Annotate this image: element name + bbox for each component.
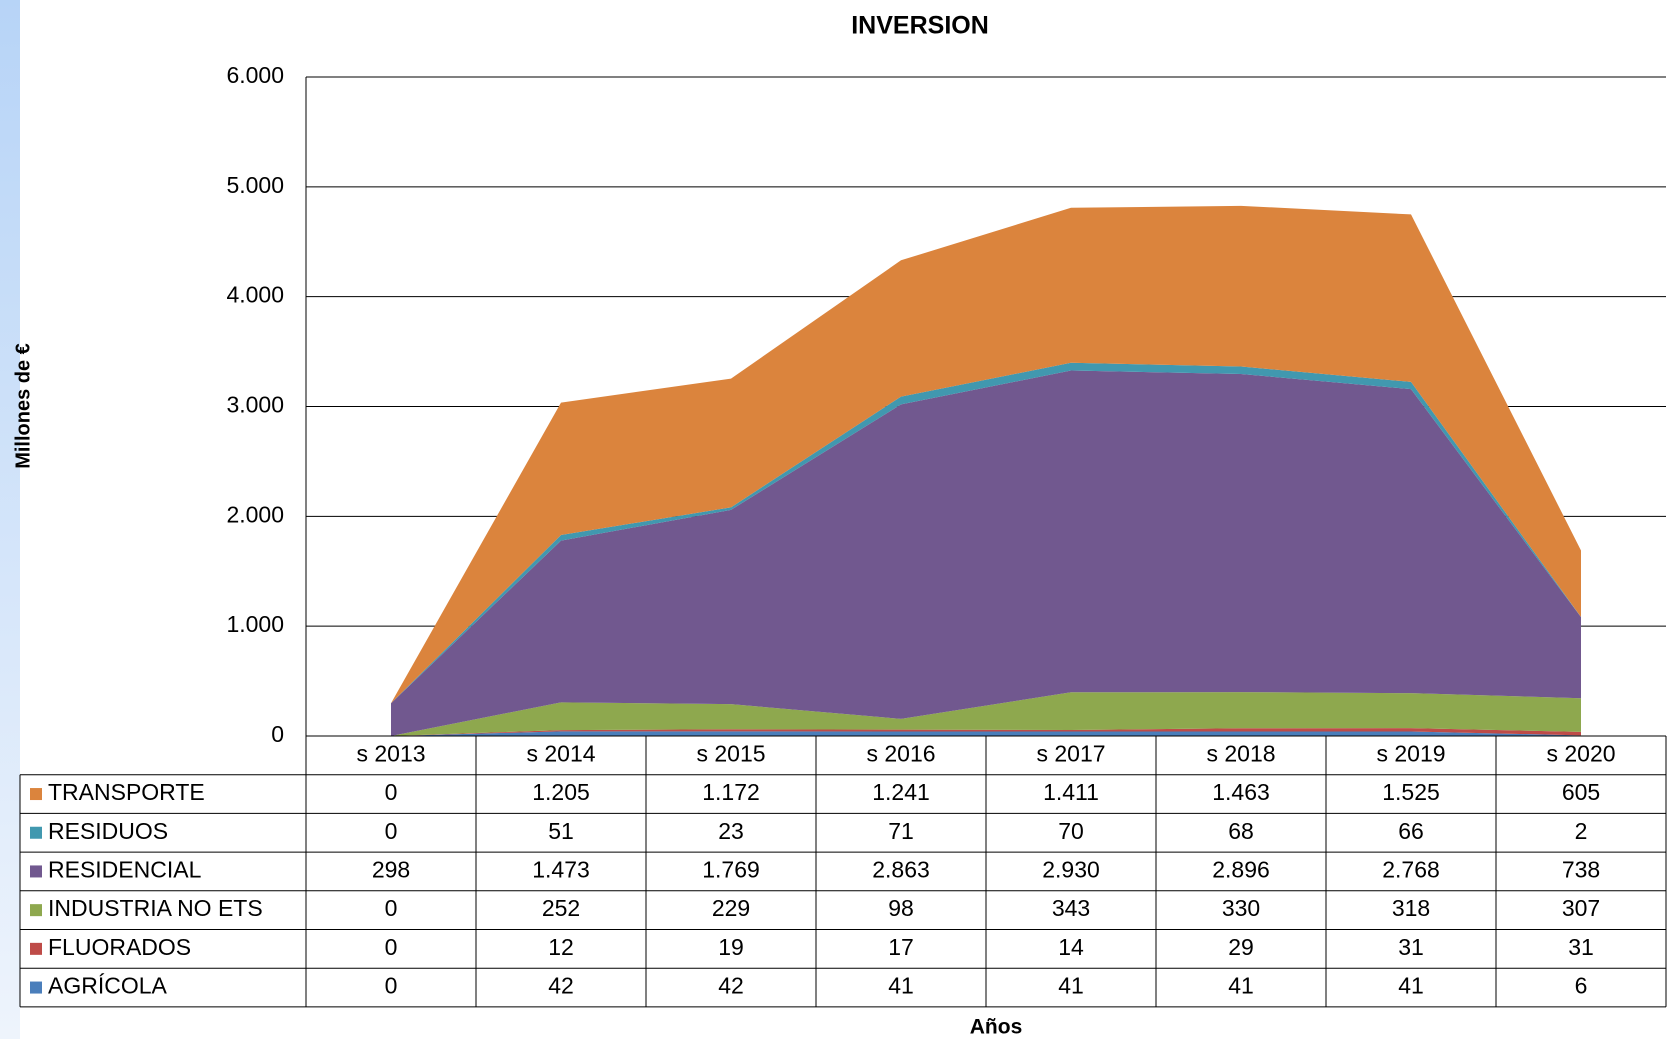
- table-cell: 738: [1562, 857, 1600, 883]
- chart-title: INVERSION: [851, 12, 989, 40]
- table-cell: 1.463: [1212, 779, 1270, 805]
- area: [391, 692, 1581, 736]
- table-cell: 2.863: [872, 857, 930, 883]
- table-cell: 42: [548, 973, 574, 999]
- table-cell: 229: [712, 895, 750, 921]
- table-cell: 23: [718, 818, 744, 844]
- table-cell: 42: [718, 973, 744, 999]
- table-cell: 68: [1228, 818, 1254, 844]
- legend-swatch: [30, 981, 42, 994]
- x-tick-label: s 2019: [1376, 740, 1445, 766]
- table-cell: 605: [1562, 779, 1600, 805]
- table-cell: 0: [385, 934, 398, 960]
- table-cell: 98: [888, 895, 914, 921]
- table-cell: 1.172: [702, 779, 760, 805]
- table-cell: 51: [548, 818, 574, 844]
- area: [391, 728, 1581, 736]
- y-tick-label: 6.000: [226, 62, 284, 88]
- legend-swatch: [30, 904, 42, 917]
- legend-label: RESIDUOS: [48, 818, 168, 844]
- y-tick-label: 4.000: [226, 282, 284, 308]
- table-cell: 41: [1228, 973, 1254, 999]
- table-cell: 1.205: [532, 779, 590, 805]
- x-tick-label: s 2017: [1036, 740, 1105, 766]
- table-cell: 307: [1562, 895, 1600, 921]
- y-tick-label: 5.000: [226, 172, 284, 198]
- x-tick-label: s 2013: [356, 740, 425, 766]
- x-tick-label: s 2020: [1546, 740, 1615, 766]
- y-axis-label: Millones de €: [12, 343, 34, 469]
- x-tick-label: s 2016: [866, 740, 935, 766]
- table-cell: 343: [1052, 895, 1090, 921]
- table-cell: 31: [1568, 934, 1594, 960]
- table-cell: 41: [888, 973, 914, 999]
- table-cell: 19: [718, 934, 744, 960]
- area: [391, 205, 1581, 704]
- table-cell: 0: [385, 779, 398, 805]
- table-cell: 71: [888, 818, 914, 844]
- table-cell: 252: [542, 895, 580, 921]
- x-axis-label: Años: [970, 1016, 1023, 1039]
- table-cell: 0: [385, 895, 398, 921]
- table-cell: 6: [1575, 973, 1588, 999]
- table-cell: 14: [1058, 934, 1084, 960]
- legend-swatch: [30, 826, 42, 839]
- table-cell: 17: [888, 934, 914, 960]
- table-cell: 70: [1058, 818, 1084, 844]
- side-strip: [0, 0, 20, 1039]
- legend-swatch: [30, 865, 42, 878]
- table-cell: 0: [385, 973, 398, 999]
- x-tick-label: s 2014: [526, 740, 595, 766]
- table-cell: 12: [548, 934, 574, 960]
- legend-label: TRANSPORTE: [48, 779, 205, 805]
- table-cell: 2.896: [1212, 857, 1270, 883]
- area: [391, 731, 1581, 736]
- table-cell: 41: [1058, 973, 1084, 999]
- table-cell: 1.241: [872, 779, 930, 805]
- x-tick-label: s 2018: [1206, 740, 1275, 766]
- y-tick-label: 1.000: [226, 611, 284, 637]
- y-tick-label: 3.000: [226, 392, 284, 418]
- legend-label: RESIDENCIAL: [48, 857, 202, 883]
- table-cell: 41: [1398, 973, 1424, 999]
- table-cell: 318: [1392, 895, 1430, 921]
- table-cell: 1.411: [1043, 779, 1099, 805]
- legend-label: FLUORADOS: [48, 934, 191, 960]
- table-cell: 330: [1222, 895, 1260, 921]
- table-cell: 2: [1575, 818, 1588, 844]
- table-cell: 298: [372, 857, 410, 883]
- y-tick-label: 0: [271, 721, 284, 747]
- x-tick-label: s 2015: [696, 740, 765, 766]
- table-cell: 1.525: [1382, 779, 1440, 805]
- legend-swatch: [30, 942, 42, 955]
- table-cell: 0: [385, 818, 398, 844]
- area: [391, 370, 1581, 736]
- table-cell: 1.769: [702, 857, 760, 883]
- table-cell: 1.473: [532, 857, 590, 883]
- legend-label: AGRÍCOLA: [48, 973, 168, 999]
- table-cell: 29: [1228, 934, 1254, 960]
- table-cell: 31: [1398, 934, 1424, 960]
- table-cell: 66: [1398, 818, 1424, 844]
- legend-label: INDUSTRIA NO ETS: [48, 895, 263, 921]
- y-tick-label: 2.000: [226, 501, 284, 527]
- table-cell: 2.930: [1042, 857, 1100, 883]
- table-cell: 2.768: [1382, 857, 1440, 883]
- legend-swatch: [30, 788, 42, 801]
